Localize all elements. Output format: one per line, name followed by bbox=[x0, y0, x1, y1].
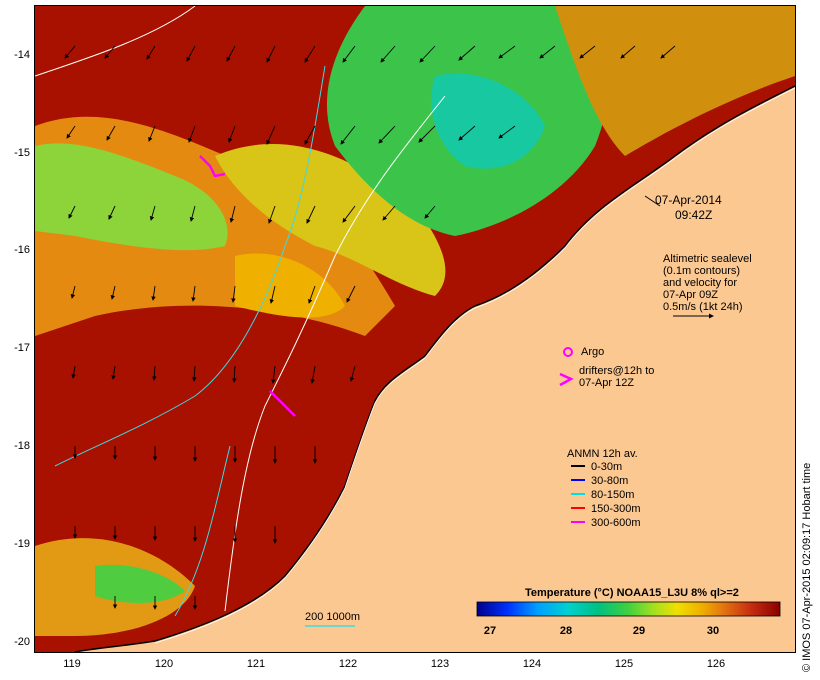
lat-tick: -15 bbox=[14, 147, 30, 159]
anmn-title: ANMN 12h av. bbox=[567, 448, 638, 460]
colorbar bbox=[476, 601, 781, 617]
image-time: 09:42Z bbox=[675, 208, 713, 222]
lon-tick: 121 bbox=[246, 658, 266, 670]
lon-tick: 123 bbox=[430, 658, 450, 670]
anmn-item-300-600m: 300-600m bbox=[591, 517, 641, 529]
depth-contour-2 bbox=[174, 445, 231, 617]
lon-tick: 125 bbox=[614, 658, 634, 670]
sst-lightgreen-west bbox=[35, 143, 228, 251]
sst-yellow-band bbox=[235, 253, 345, 318]
lon-tick: 120 bbox=[154, 658, 174, 670]
sst-yellow-region bbox=[215, 144, 446, 296]
lon-tick: 126 bbox=[706, 658, 726, 670]
drifter-marker bbox=[559, 372, 574, 387]
coastline bbox=[74, 85, 795, 652]
sst-green-southwest bbox=[95, 564, 185, 603]
sealevel-contour-2 bbox=[224, 95, 446, 612]
sst-map bbox=[35, 6, 795, 652]
altimetry-line-5: 0.5m/s (1kt 24h) bbox=[663, 301, 743, 313]
argo-marker bbox=[563, 347, 573, 357]
lat-tick: -14 bbox=[14, 49, 30, 61]
anmn-item-0-30m: 0-30m bbox=[591, 461, 623, 473]
lat-tick: -16 bbox=[14, 244, 30, 256]
sst-orange-northeast bbox=[555, 6, 795, 156]
sst-cyan-core bbox=[431, 73, 545, 169]
lat-tick: -20 bbox=[14, 636, 30, 648]
anmn-item-150-300m: 150-300m bbox=[591, 503, 641, 515]
drifter-track-1 bbox=[199, 155, 226, 178]
drifter-track-2 bbox=[269, 390, 296, 417]
altimetry-line-3: and velocity for bbox=[663, 277, 737, 289]
sealevel-contour-1 bbox=[35, 6, 196, 77]
coastline-white-edge bbox=[154, 87, 795, 644]
image-date: 07-Apr-2014 bbox=[655, 193, 722, 207]
altimetry-line-2: (0.1m contours) bbox=[663, 265, 741, 277]
lon-tick: 122 bbox=[338, 658, 358, 670]
lat-tick: -19 bbox=[14, 538, 30, 550]
anmn-arrows bbox=[571, 465, 585, 523]
depth-contour-label: 200 1000m bbox=[305, 611, 361, 623]
depth-contour-1 bbox=[54, 65, 326, 467]
velocity-vectors bbox=[64, 45, 676, 610]
argo-label: Argo bbox=[581, 346, 605, 358]
colorbar-tick-28: 28 bbox=[559, 625, 573, 637]
lon-tick: 124 bbox=[522, 658, 542, 670]
credit-stamp: © IMOS 07-Apr-2015 02:09:17 Hobart time bbox=[801, 462, 813, 672]
land-mass bbox=[75, 86, 795, 652]
lat-tick: -18 bbox=[14, 440, 30, 452]
drifters-line-1: drifters@12h to bbox=[579, 365, 655, 377]
anmn-item-80-150m: 80-150m bbox=[591, 489, 635, 501]
lat-tick: -17 bbox=[14, 342, 30, 354]
colorbar-tick-27: 27 bbox=[483, 625, 497, 637]
altimetry-line-4: 07-Apr 09Z bbox=[663, 289, 719, 301]
altimetry-line-1: Altimetric sealevel bbox=[663, 253, 752, 265]
map-panel: 07-Apr-2014 09:42Z Altimetric sealevel (… bbox=[34, 5, 796, 653]
lon-tick: 119 bbox=[63, 658, 81, 670]
colorbar-tick-30: 30 bbox=[706, 625, 720, 637]
colorbar-tick-29: 29 bbox=[632, 625, 646, 637]
date-pointer-line bbox=[644, 195, 661, 207]
colorbar-title: Temperature (°C) NOAA15_L3U 8% ql>=2 bbox=[525, 587, 739, 599]
drifters-line-2: 07-Apr 12Z bbox=[579, 377, 635, 389]
anmn-item-30-80m: 30-80m bbox=[591, 475, 629, 487]
